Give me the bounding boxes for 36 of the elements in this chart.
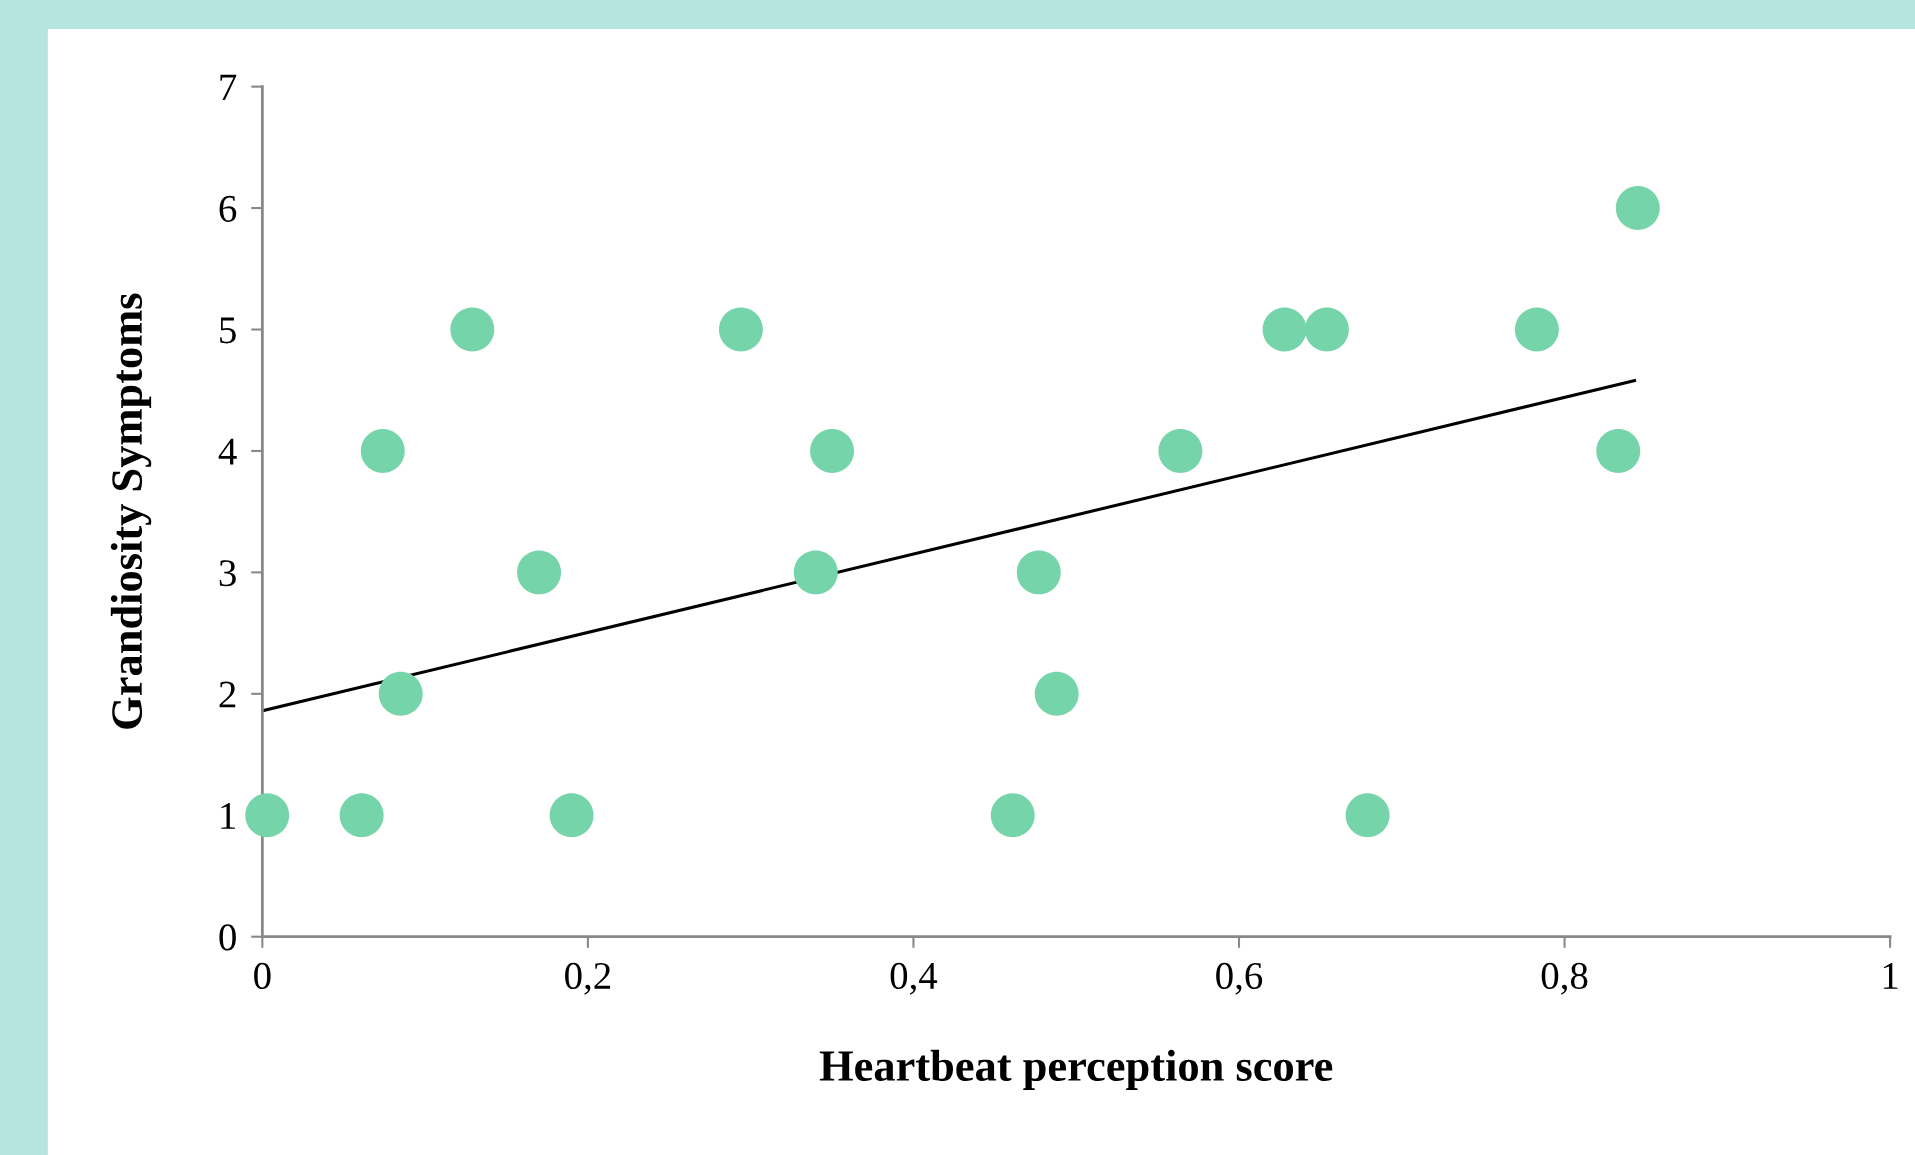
y-tick-label: 3 <box>219 560 236 587</box>
x-tick-label: 0,6 <box>1216 962 1263 995</box>
point <box>1158 428 1203 473</box>
point <box>1345 793 1390 838</box>
x-tick-label: 0 <box>254 962 271 990</box>
point <box>1034 671 1079 716</box>
point <box>360 428 405 473</box>
point <box>793 550 838 595</box>
point <box>718 307 763 352</box>
point <box>1615 186 1660 231</box>
point <box>1304 307 1349 352</box>
point <box>1262 307 1307 352</box>
point <box>990 793 1035 838</box>
point <box>1596 428 1641 473</box>
point <box>245 793 290 838</box>
y-tick-label: 1 <box>221 803 236 829</box>
x-tick-label: 1 <box>1883 963 1898 989</box>
y-tick-label: 2 <box>219 681 236 708</box>
point <box>1016 550 1061 595</box>
x-tick-label: 0,2 <box>565 962 611 995</box>
point <box>339 793 384 838</box>
point <box>450 307 495 352</box>
point <box>549 793 594 838</box>
y-tick-label: 0 <box>219 924 236 951</box>
x-tick-label: 0,4 <box>890 962 938 995</box>
point <box>1514 307 1559 352</box>
y-tick-label: 5 <box>220 317 236 344</box>
y-tick-label: 6 <box>219 195 237 222</box>
y-tick-label: 7 <box>220 74 237 101</box>
y-axis-title: Grandiosity Symptoms <box>110 293 152 729</box>
point <box>810 428 855 473</box>
x-axis-title: Heartbeat perception score <box>819 1049 1333 1091</box>
point <box>517 550 562 595</box>
x-tick-label: 0,8 <box>1541 962 1588 995</box>
y-tick-label: 4 <box>218 438 237 465</box>
point <box>378 671 423 716</box>
